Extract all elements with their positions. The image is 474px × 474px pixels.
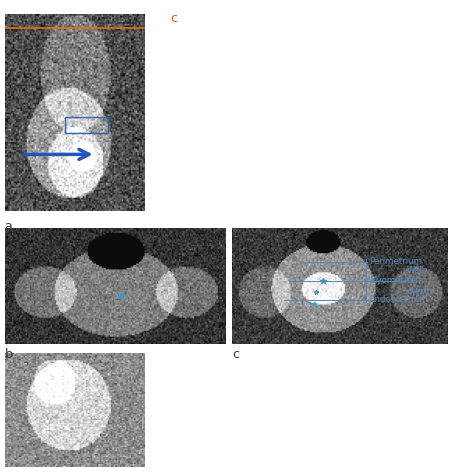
Text: Wall
of
utérus: Wall of utérus [407, 266, 435, 295]
Text: c: c [171, 12, 178, 25]
Text: Perimetrium: Perimetrium [369, 257, 422, 266]
Text: Myometrium: Myometrium [369, 276, 424, 285]
Text: b: b [5, 348, 13, 361]
Text: Endometrium: Endometrium [369, 295, 428, 304]
Bar [64, 117, 108, 133]
Text: a: a [5, 220, 12, 233]
Text: c: c [232, 348, 239, 361]
